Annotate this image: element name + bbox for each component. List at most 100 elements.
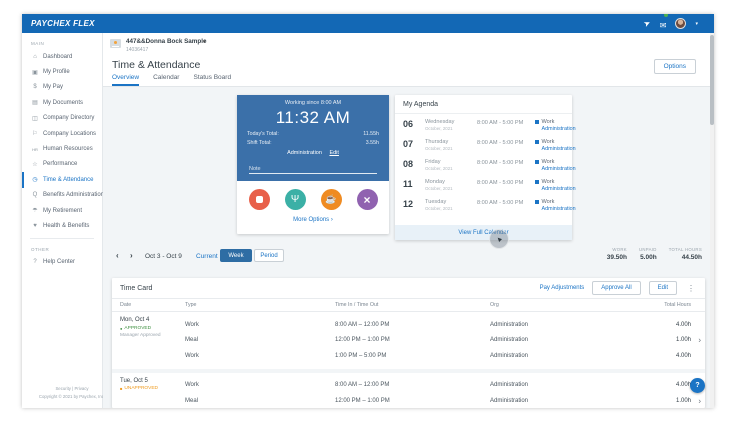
kebab-menu-icon[interactable]: ⋮: [687, 283, 695, 293]
clock-org: Administration: [287, 150, 322, 156]
sidebar-item-label: My Profile: [43, 69, 70, 76]
work-bullet-icon: [535, 140, 539, 144]
dashboard-icon: ⌂: [33, 53, 37, 60]
sidebar-item-company-locations[interactable]: ⚐ Company Locations: [22, 126, 102, 141]
sidebar-item-health-benefits[interactable]: ♥ Health & Benefits: [22, 218, 102, 233]
event-org-link[interactable]: Administration: [541, 206, 576, 212]
clock-edit-link[interactable]: Edit: [329, 150, 339, 156]
note-input[interactable]: [249, 165, 377, 174]
sidebar-item-label: Human Resources: [43, 146, 93, 153]
sidebar-item-label: Help Center: [43, 259, 76, 266]
entry-time: 8:00 AM – 12:00 PM: [335, 382, 390, 389]
sidebar-item-my-retirement[interactable]: ☂ My Retirement: [22, 203, 102, 218]
event-day: 11: [403, 179, 413, 189]
performance-icon: ☆: [32, 161, 38, 168]
sidebar-item-my-documents[interactable]: ▤ My Documents: [22, 95, 102, 110]
company-name[interactable]: 447&&Donna Bock Sample: [126, 38, 207, 45]
prev-week-button[interactable]: ‹: [116, 251, 119, 260]
sidebar-item-my-pay[interactable]: $ My Pay: [22, 80, 102, 95]
sidebar-item-dashboard[interactable]: ⌂ Dashboard: [22, 49, 102, 64]
avatar[interactable]: [675, 18, 687, 29]
break-button[interactable]: ☕: [320, 189, 342, 210]
event-org-link[interactable]: Administration: [541, 166, 576, 172]
entry-org: Administration: [490, 352, 529, 359]
sidebar-item-my-profile[interactable]: ▣ My Profile: [22, 64, 102, 79]
agenda-event: 06 Wednesday October, 2021 8:00 AM - 5:00…: [395, 117, 576, 137]
tab-status-board[interactable]: Status Board: [193, 73, 232, 81]
options-button[interactable]: Options: [653, 59, 696, 74]
period-toggle-button[interactable]: Period: [254, 249, 284, 262]
sidebar-item-help-center[interactable]: ? Help Center: [22, 255, 102, 270]
time-clock-card: Working since 8:00 AM 11:32 AM Today's T…: [237, 95, 389, 234]
profile-card-icon: ▣: [32, 69, 38, 76]
week-toggle-button[interactable]: Week: [220, 249, 252, 262]
event-type: Work: [535, 179, 576, 185]
tab-overview[interactable]: Overview: [112, 70, 140, 86]
view-full-calendar-link[interactable]: View Full Calendar: [458, 229, 509, 236]
meal-button[interactable]: Ψ: [284, 189, 306, 210]
col-date: Date: [120, 302, 132, 308]
event-month: October, 2021: [425, 146, 453, 151]
hours-total: TOTAL HOURS 44.50h: [668, 247, 702, 261]
sidebar-item-label: Time & Attendance: [43, 176, 94, 183]
entry-time: 1:00 PM – 5:00 PM: [335, 352, 387, 359]
event-weekday: Tuesday: [425, 199, 447, 205]
current-link[interactable]: Current: [196, 253, 218, 260]
tab-calendar[interactable]: Calendar: [153, 73, 180, 81]
edit-button[interactable]: Edit: [648, 281, 677, 295]
clock-panel: Working since 8:00 AM 11:32 AM Today's T…: [237, 95, 389, 181]
sidebar-item-human-resources[interactable]: HR Human Resources: [22, 141, 102, 156]
entry-org: Administration: [490, 321, 529, 328]
scrollbar-track[interactable]: [710, 33, 714, 408]
next-week-button[interactable]: ›: [130, 251, 133, 260]
entry-type: Meal: [185, 397, 199, 404]
work-bullet-icon: [535, 180, 539, 184]
company-id: 14036417: [126, 47, 149, 53]
timecard-entry: Work 1:00 PM – 5:00 PM Administration 4.…: [185, 348, 705, 364]
event-type: Work: [535, 159, 576, 165]
transfer-button[interactable]: ×: [356, 189, 378, 210]
day-detail-chevron[interactable]: ›: [698, 335, 701, 345]
event-org-link[interactable]: Administration: [541, 126, 576, 132]
clock-out-button[interactable]: [248, 189, 270, 210]
day-entries: Work 8:00 AM – 12:00 PM Administration 4…: [185, 317, 705, 364]
company-caret-icon[interactable]: ▾: [203, 39, 206, 45]
transfer-icon: ×: [363, 192, 371, 207]
sidebar-item-performance[interactable]: ☆ Performance: [22, 157, 102, 172]
event-org-link[interactable]: Administration: [541, 186, 576, 192]
event-day: 06: [403, 119, 414, 129]
sidebar-item-benefits-administration[interactable]: Q Benefits Administration: [22, 188, 104, 203]
sidebar: MAIN ⌂ Dashboard ▣ My Profile $ My Pay ▤…: [22, 33, 105, 408]
sidebar-item-time-attendance[interactable]: ◷ Time & Attendance: [22, 172, 102, 188]
sidebar-item-company-directory[interactable]: ◫ Company Directory: [22, 111, 102, 126]
event-weekday: Monday: [425, 179, 445, 185]
time-card-column-headers: Date Type Time In / Time Out Org Total H…: [112, 298, 705, 312]
timecard-entry: Meal 12:00 PM – 1:00 PM Administration 1…: [185, 333, 705, 349]
sidebar-item-label: Performance: [43, 161, 78, 168]
page-header: 447&&Donna Bock Sample ▾ 14036417 Time &…: [103, 33, 710, 87]
date-range: Oct 3 - Oct 9: [145, 253, 182, 260]
day-date: Tue, Oct 5: [120, 377, 148, 384]
approve-all-button[interactable]: Approve All: [592, 281, 641, 295]
day-detail-chevron[interactable]: ›: [698, 396, 701, 406]
inbox-button[interactable]: ✉: [659, 14, 669, 33]
help-button[interactable]: ?: [690, 378, 705, 393]
security-privacy-links[interactable]: Security | Privacy: [55, 386, 89, 392]
event-org-link[interactable]: Administration: [541, 146, 576, 152]
top-bar: PAYCHEX FLEX ➤ ✉ ▾: [22, 14, 714, 33]
scrollbar-thumb[interactable]: [710, 35, 714, 125]
timecard-entry: Meal 12:00 PM – 1:00 PM Administration 1…: [185, 393, 705, 408]
time-card-title: Time Card: [120, 284, 153, 292]
event-time: 8:00 AM - 5:00 PM: [477, 200, 524, 206]
event-weekday: Thursday: [425, 139, 449, 145]
send-icon[interactable]: ➤: [642, 17, 653, 29]
event-day: 07: [403, 139, 414, 149]
pay-adjustments-link[interactable]: Pay Adjustments: [539, 285, 585, 291]
profile-menu-caret-icon[interactable]: ▾: [695, 20, 698, 27]
entry-time: 8:00 AM – 12:00 PM: [335, 321, 390, 328]
event-month: October, 2021: [425, 186, 453, 191]
hours-total: WORK 39.50h: [606, 247, 627, 261]
inbox-icon: ✉: [659, 20, 667, 30]
timecard-entry: Work 8:00 AM – 12:00 PM Administration 4…: [185, 317, 705, 333]
more-options-link[interactable]: More Options ›: [293, 217, 333, 223]
